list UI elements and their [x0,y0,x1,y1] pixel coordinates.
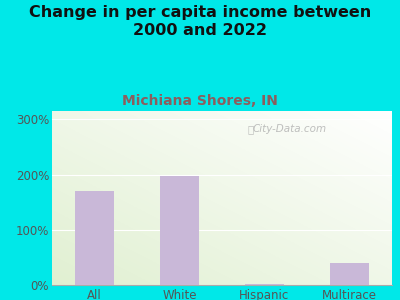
Bar [75,191,114,285]
Bar [245,284,284,285]
Text: Change in per capita income between
2000 and 2022: Change in per capita income between 2000… [29,4,371,38]
Text: Michiana Shores, IN: Michiana Shores, IN [122,94,278,109]
Bar [330,263,369,285]
Bar [160,176,199,285]
Text: City-Data.com: City-Data.com [253,124,327,134]
Text: ⓘ: ⓘ [248,124,254,134]
